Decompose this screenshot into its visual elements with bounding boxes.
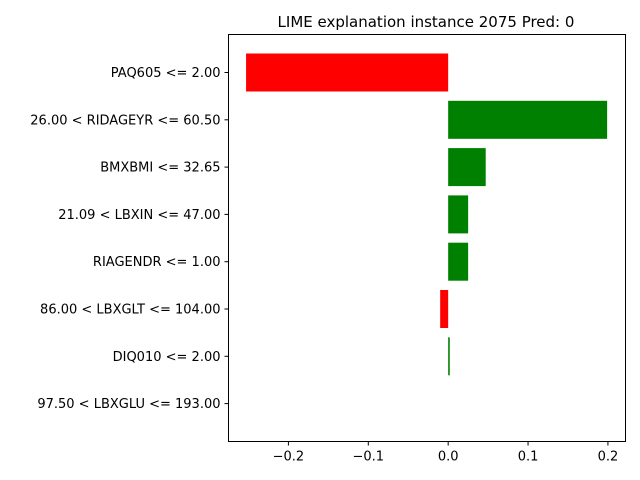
x-tick-label: −0.2 (273, 450, 305, 465)
bar (246, 53, 449, 92)
bars-group (246, 53, 608, 376)
category-label: 26.00 < RIDAGEYR <= 60.50 (30, 113, 220, 128)
x-tick-label: 0.2 (598, 450, 619, 465)
category-label: PAQ605 <= 2.00 (111, 66, 221, 81)
bar (448, 195, 469, 234)
bar (448, 100, 608, 139)
x-axis: −0.2 −0.1 0.0 0.1 0.2 (273, 441, 619, 465)
chart-title: LIME explanation instance 2075 Pred: 0 (278, 13, 575, 31)
x-tick-label: −0.1 (352, 450, 384, 465)
bar (448, 148, 486, 187)
bar (448, 242, 469, 281)
plot-frame (228, 34, 626, 442)
category-label: RIAGENDR <= 1.00 (93, 255, 221, 270)
category-label: 86.00 < LBXGLT <= 104.00 (40, 303, 220, 318)
x-tick-label: 0.0 (438, 450, 459, 465)
category-labels: PAQ605 <= 2.00 26.00 < RIDAGEYR <= 60.50 B… (30, 66, 229, 412)
bar (440, 290, 449, 328)
x-tick-label: 0.1 (518, 450, 539, 465)
category-label: 21.09 < LBXIN <= 47.00 (58, 208, 220, 223)
category-label: 97.50 < LBXGLU <= 193.00 (37, 397, 220, 412)
bar (448, 337, 450, 376)
category-label: BMXBMI <= 32.65 (100, 161, 220, 176)
category-label: DIQ010 <= 2.00 (113, 350, 221, 365)
